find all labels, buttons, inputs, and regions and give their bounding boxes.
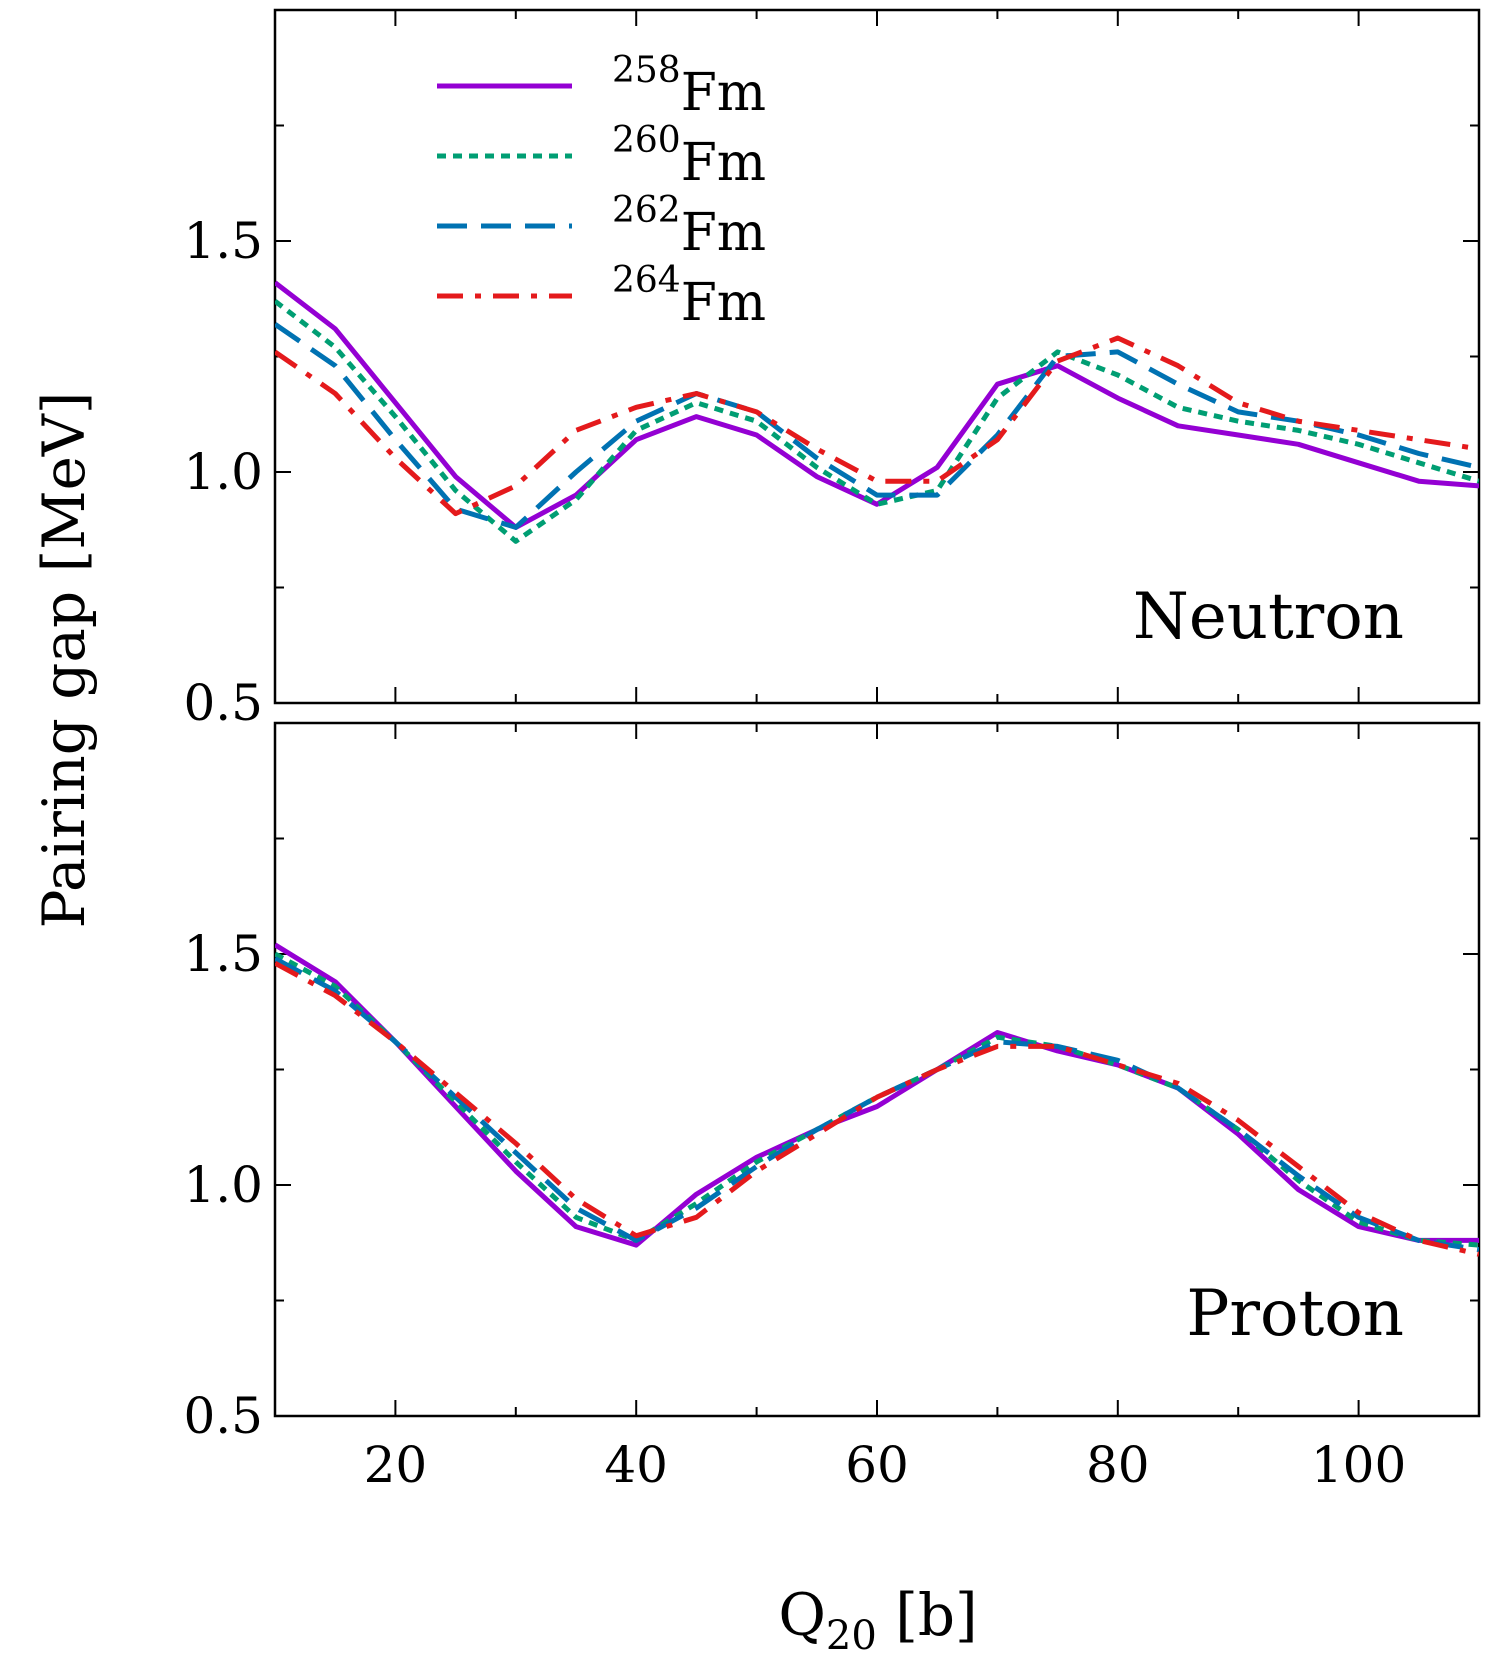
series-line-262-fm bbox=[275, 322, 1479, 530]
y-tick-label: 1.5 bbox=[183, 212, 263, 270]
x-axis-title-subscript: 20 bbox=[826, 1613, 877, 1659]
y-tick-label: 0.5 bbox=[183, 674, 263, 732]
series-line-264-fm bbox=[275, 960, 1479, 1257]
x-axis-title-unit: [b] bbox=[877, 1581, 978, 1649]
neutron-panel: 0.5 1.0 1.5 Neutron bbox=[183, 8, 1481, 732]
legend-entry-264-fm: 264Fm bbox=[437, 260, 766, 333]
series-line-260-fm bbox=[275, 299, 1479, 544]
series-line-264-fm bbox=[275, 335, 1479, 517]
series-line-260-fm bbox=[275, 951, 1479, 1248]
legend-element-symbol: Fm bbox=[681, 203, 766, 263]
y-tick-label: 1.0 bbox=[183, 1156, 263, 1214]
x-tick-labels: 20 40 60 80 100 bbox=[364, 1436, 1407, 1494]
legend-entry-262-fm: 262Fm bbox=[437, 190, 766, 263]
legend-mass-number: 260 bbox=[612, 120, 681, 161]
series-line-258-fm bbox=[275, 942, 1479, 1248]
legend-mass-number: 264 bbox=[612, 260, 681, 301]
x-tick-label: 60 bbox=[845, 1436, 909, 1494]
x-tick-label: 100 bbox=[1311, 1436, 1406, 1494]
y-tick-label: 1.5 bbox=[183, 925, 263, 983]
panel-label: Proton bbox=[1186, 1277, 1404, 1351]
panel-label: Neutron bbox=[1133, 580, 1404, 654]
x-axis-title-main: Q bbox=[778, 1581, 826, 1649]
proton-panel: 0.5 1.0 1.5 Proton bbox=[183, 721, 1481, 1445]
legend-element-symbol: Fm bbox=[681, 273, 766, 333]
legend-label: 260Fm bbox=[612, 120, 766, 193]
legend-entry-258-fm: 258Fm bbox=[437, 50, 766, 123]
legend-label: 262Fm bbox=[612, 190, 766, 263]
x-axis-title: Q20 [b] bbox=[778, 1581, 977, 1659]
legend-mass-number: 262 bbox=[612, 190, 681, 231]
legend-label: 258Fm bbox=[612, 50, 766, 123]
series-line-258-fm bbox=[275, 280, 1479, 530]
x-tick-label: 80 bbox=[1086, 1436, 1150, 1494]
y-tick-label: 0.5 bbox=[183, 1387, 263, 1445]
legend-mass-number: 258 bbox=[612, 50, 681, 91]
y-axis-title: Pairing gap [MeV] bbox=[30, 392, 98, 929]
x-tick-label: 40 bbox=[604, 1436, 668, 1494]
legend-entry-260-fm: 260Fm bbox=[437, 120, 766, 193]
legend-element-symbol: Fm bbox=[681, 133, 766, 193]
y-tick-label: 1.0 bbox=[183, 443, 263, 501]
legend-element-symbol: Fm bbox=[681, 63, 766, 123]
x-tick-label: 20 bbox=[364, 1436, 428, 1494]
legend-label: 264Fm bbox=[612, 260, 766, 333]
